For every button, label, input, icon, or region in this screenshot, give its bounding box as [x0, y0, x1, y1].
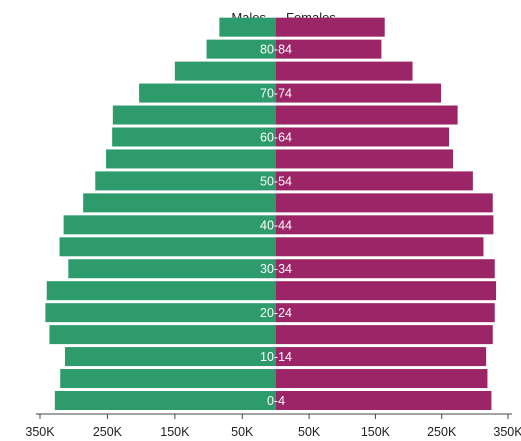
x-tick-label: 150K: [160, 425, 190, 439]
female-bar-0-4: [276, 391, 492, 410]
female-bar-35-39: [276, 237, 484, 257]
female-bar-10-14: [276, 347, 487, 367]
female-bar-60-64: [276, 127, 450, 147]
male-bar-50-54: [95, 171, 276, 191]
male-bar-45-49: [83, 193, 276, 213]
male-bar-20-24: [45, 303, 276, 323]
female-bar-5-9: [276, 369, 488, 389]
female-bar-65-69: [276, 105, 458, 125]
female-bar-45-49: [276, 193, 493, 213]
male-bar-70-74: [139, 83, 276, 103]
male-bar-40-44: [63, 215, 276, 235]
x-tick-label: 50K: [298, 425, 321, 439]
age-label-30-34: 30-34: [260, 262, 292, 276]
x-axis: 350K 250K 150K 50K 50K 150K 250K 350K: [25, 413, 521, 439]
male-bars: [45, 17, 276, 410]
female-bar-25-29: [276, 281, 497, 301]
x-tick-label: 250K: [93, 425, 123, 439]
female-bar-80-84: [276, 39, 382, 59]
female-bar-75-79: [276, 61, 413, 81]
age-label-80-84: 80-84: [260, 43, 292, 57]
male-bar-60-64: [112, 127, 276, 147]
x-tick-label: 350K: [493, 425, 521, 439]
male-bar-5-9: [60, 369, 276, 389]
x-tick-label: 50K: [231, 425, 254, 439]
x-tick-label: 350K: [25, 425, 55, 439]
age-label-70-74: 70-74: [260, 87, 292, 101]
female-bars: [276, 17, 497, 410]
male-bar-65-69: [112, 105, 276, 125]
male-bar-55-59: [106, 149, 276, 169]
female-bar-20-24: [276, 303, 495, 323]
female-bar-50-54: [276, 171, 473, 191]
male-bar-30-34: [68, 259, 276, 279]
male-bar-80-84: [206, 39, 276, 59]
male-bar-25-29: [46, 281, 276, 301]
female-bar-70-74: [276, 83, 442, 103]
female-bar-40-44: [276, 215, 494, 235]
male-bar-75-79: [174, 61, 276, 81]
age-label-50-54: 50-54: [260, 174, 292, 188]
male-bar-0-4: [54, 391, 276, 410]
age-labels: 0-4 10-14 20-24 30-34 40-44 50-54 60-64 70-74 80…: [260, 43, 292, 408]
age-label-10-14: 10-14: [260, 350, 292, 364]
age-label-40-44: 40-44: [260, 218, 292, 232]
male-bar-15-19: [49, 325, 276, 345]
male-bar-10-14: [64, 347, 276, 367]
male-bar-35-39: [59, 237, 276, 257]
female-bar-30-34: [276, 259, 495, 279]
age-label-20-24: 20-24: [260, 306, 292, 320]
female-bar-85+: [276, 17, 385, 37]
age-label-60-64: 60-64: [260, 130, 292, 144]
x-tick-label: 250K: [427, 425, 457, 439]
female-bar-15-19: [276, 325, 493, 345]
male-bar-85+: [219, 17, 276, 37]
age-label-0-4: 0-4: [267, 394, 285, 408]
female-bar-55-59: [276, 149, 453, 169]
x-tick-label: 150K: [361, 425, 391, 439]
